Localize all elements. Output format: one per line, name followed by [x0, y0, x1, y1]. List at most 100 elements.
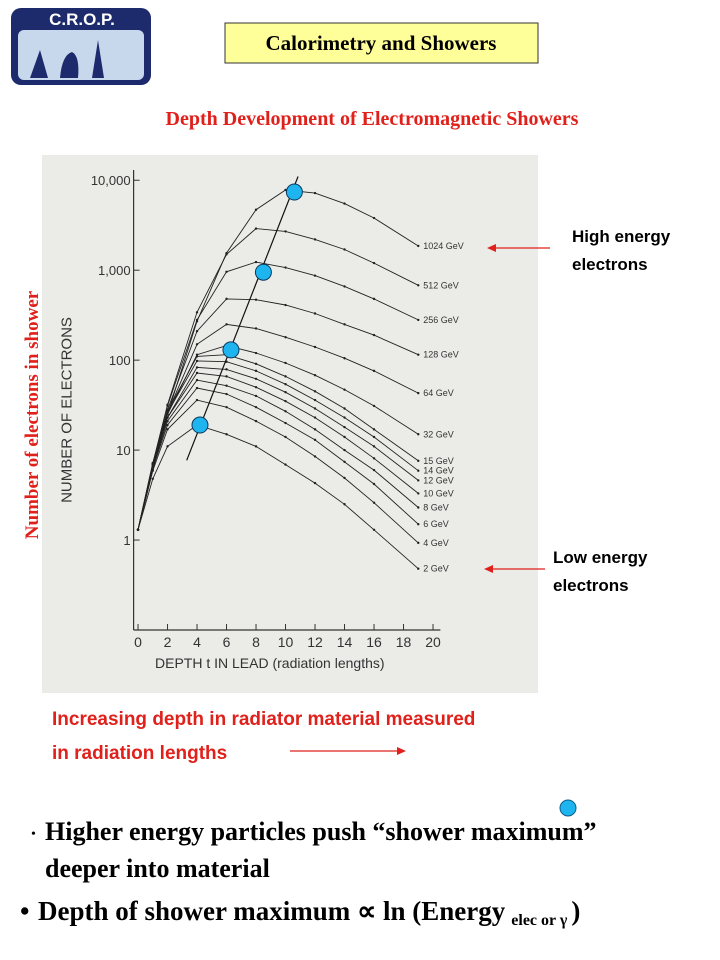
- curve-label: 14 GeV: [423, 466, 454, 476]
- curve-point: [254, 386, 258, 389]
- x-tick-label: 18: [396, 634, 412, 650]
- shower-maximum: [191, 416, 209, 434]
- curve-point: [284, 410, 287, 413]
- curve-point: [195, 329, 199, 333]
- curve-point: [151, 477, 154, 480]
- annotation: Low energy: [553, 548, 648, 567]
- curve-point: [417, 318, 420, 322]
- curve-point: [372, 216, 376, 220]
- curve-point: [417, 541, 420, 545]
- annotation: Increasing depth in radiator material me…: [52, 709, 475, 730]
- curve-point: [372, 333, 376, 337]
- bullet-text: deeper into material: [45, 854, 270, 883]
- curve-point: [225, 368, 228, 371]
- curve-point: [313, 345, 317, 349]
- bullet-text: Depth of shower maximum ∝ ln (Energy elec…: [38, 896, 580, 929]
- curve-point: [417, 523, 420, 526]
- y-tick-label: 10: [116, 443, 130, 458]
- curve-point: [313, 274, 317, 277]
- curve-point: [417, 353, 420, 356]
- curve-point: [343, 448, 346, 452]
- curve-point: [254, 377, 258, 381]
- curve-point: [225, 297, 228, 301]
- bullet-subscript: elec or γ: [511, 912, 568, 929]
- shower-maximum: [285, 183, 303, 201]
- curve-point: [284, 303, 287, 307]
- curve-point: [195, 359, 199, 363]
- x-tick-label: 14: [337, 634, 353, 650]
- curve-label: 15 GeV: [423, 456, 454, 466]
- curve-point: [372, 428, 376, 431]
- curve-point: [284, 463, 287, 466]
- curve-point: [195, 386, 199, 390]
- curve-label: 6 GeV: [423, 519, 449, 529]
- curve-point: [372, 297, 376, 301]
- curve-point: [254, 362, 258, 366]
- curve-point: [343, 476, 346, 480]
- curve-point: [372, 457, 376, 460]
- logo-shapes: [30, 40, 104, 78]
- curve-point: [372, 468, 376, 472]
- curve-point: [343, 285, 346, 288]
- curve-point: [254, 351, 258, 355]
- curve-point: [284, 375, 287, 378]
- curve-label: 64 GeV: [423, 388, 454, 398]
- curve-point: [284, 435, 287, 439]
- curve-point: [254, 327, 258, 330]
- annotation: in radiation lengths: [52, 743, 227, 764]
- curve-point: [225, 375, 228, 378]
- arrow-head: [487, 244, 496, 252]
- curve-point: [372, 445, 376, 448]
- x-tick-label: 20: [425, 634, 441, 650]
- bullet-text: Higher energy particles push “shower max…: [45, 817, 597, 846]
- curve-label: 256 GeV: [423, 315, 459, 325]
- shower-maximum: [222, 341, 240, 359]
- curve-point: [284, 421, 287, 425]
- maxima-line: [186, 176, 299, 461]
- curve-point: [166, 411, 169, 414]
- curve-label: 8 GeV: [423, 503, 449, 513]
- curve-point: [313, 481, 317, 485]
- curve-point: [195, 366, 199, 369]
- curve-point: [313, 390, 317, 393]
- curve-point: [313, 438, 317, 442]
- x-tick-label: 4: [193, 634, 201, 650]
- curve-point: [313, 428, 317, 431]
- curve-point: [254, 394, 258, 398]
- curve-point: [417, 433, 420, 436]
- curve-point: [225, 253, 228, 256]
- curve-point: [225, 384, 228, 387]
- curve-point: [284, 266, 287, 269]
- curve-point: [136, 528, 140, 532]
- curve-point: [417, 244, 420, 248]
- header-box: [224, 22, 539, 64]
- curve-label: 10 GeV: [423, 488, 454, 498]
- y-axis-label: NUMBER OF ELECTRONS: [59, 317, 76, 503]
- curve-point: [417, 469, 420, 472]
- curve-point: [372, 482, 376, 486]
- curve-label: 4 GeV: [423, 538, 449, 548]
- curve-point: [166, 423, 169, 427]
- curve-point: [151, 469, 154, 472]
- curve-point: [195, 378, 199, 382]
- header-title: Calorimetry and Showers: [266, 31, 497, 55]
- x-tick-label: 8: [252, 634, 260, 650]
- annotation: electrons: [572, 255, 648, 274]
- curve-point: [372, 435, 376, 439]
- curve-point: [343, 407, 346, 410]
- curve-point: [313, 398, 317, 402]
- y-tick-label: 10,000: [91, 173, 131, 188]
- curve-point: [254, 298, 258, 301]
- curve-point: [166, 416, 169, 419]
- bullet-part: ): [571, 896, 580, 926]
- curve-point: [254, 208, 258, 211]
- x-tick-label: 0: [134, 634, 142, 650]
- x-tick-label: 2: [164, 634, 172, 650]
- curve-point: [343, 435, 346, 439]
- curve-point: [195, 311, 199, 314]
- curve-point: [254, 445, 258, 448]
- curve-point: [343, 323, 346, 326]
- shower-maximum: [254, 263, 272, 281]
- curve-point: [343, 503, 346, 506]
